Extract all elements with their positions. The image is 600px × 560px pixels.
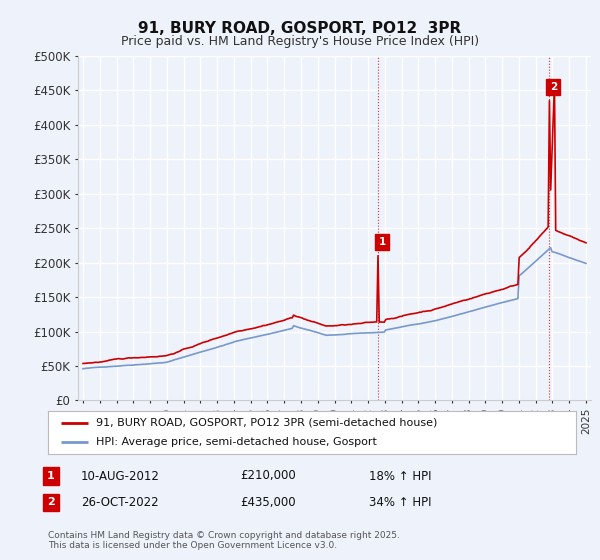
Text: 91, BURY ROAD, GOSPORT, PO12 3PR (semi-detached house): 91, BURY ROAD, GOSPORT, PO12 3PR (semi-d… <box>95 418 437 427</box>
Text: 26-OCT-2022: 26-OCT-2022 <box>81 496 158 509</box>
Text: 18% ↑ HPI: 18% ↑ HPI <box>369 469 431 483</box>
Text: £435,000: £435,000 <box>240 496 296 509</box>
Text: HPI: Average price, semi-detached house, Gosport: HPI: Average price, semi-detached house,… <box>95 437 376 447</box>
Text: Price paid vs. HM Land Registry's House Price Index (HPI): Price paid vs. HM Land Registry's House … <box>121 35 479 48</box>
Text: Contains HM Land Registry data © Crown copyright and database right 2025.
This d: Contains HM Land Registry data © Crown c… <box>48 530 400 550</box>
Text: £210,000: £210,000 <box>240 469 296 483</box>
Text: 34% ↑ HPI: 34% ↑ HPI <box>369 496 431 509</box>
Text: 2: 2 <box>550 82 557 92</box>
Text: 1: 1 <box>379 237 386 247</box>
Text: 1: 1 <box>47 471 55 481</box>
Text: 2: 2 <box>47 497 55 507</box>
Text: 91, BURY ROAD, GOSPORT, PO12  3PR: 91, BURY ROAD, GOSPORT, PO12 3PR <box>139 21 461 36</box>
Text: 10-AUG-2012: 10-AUG-2012 <box>81 469 160 483</box>
